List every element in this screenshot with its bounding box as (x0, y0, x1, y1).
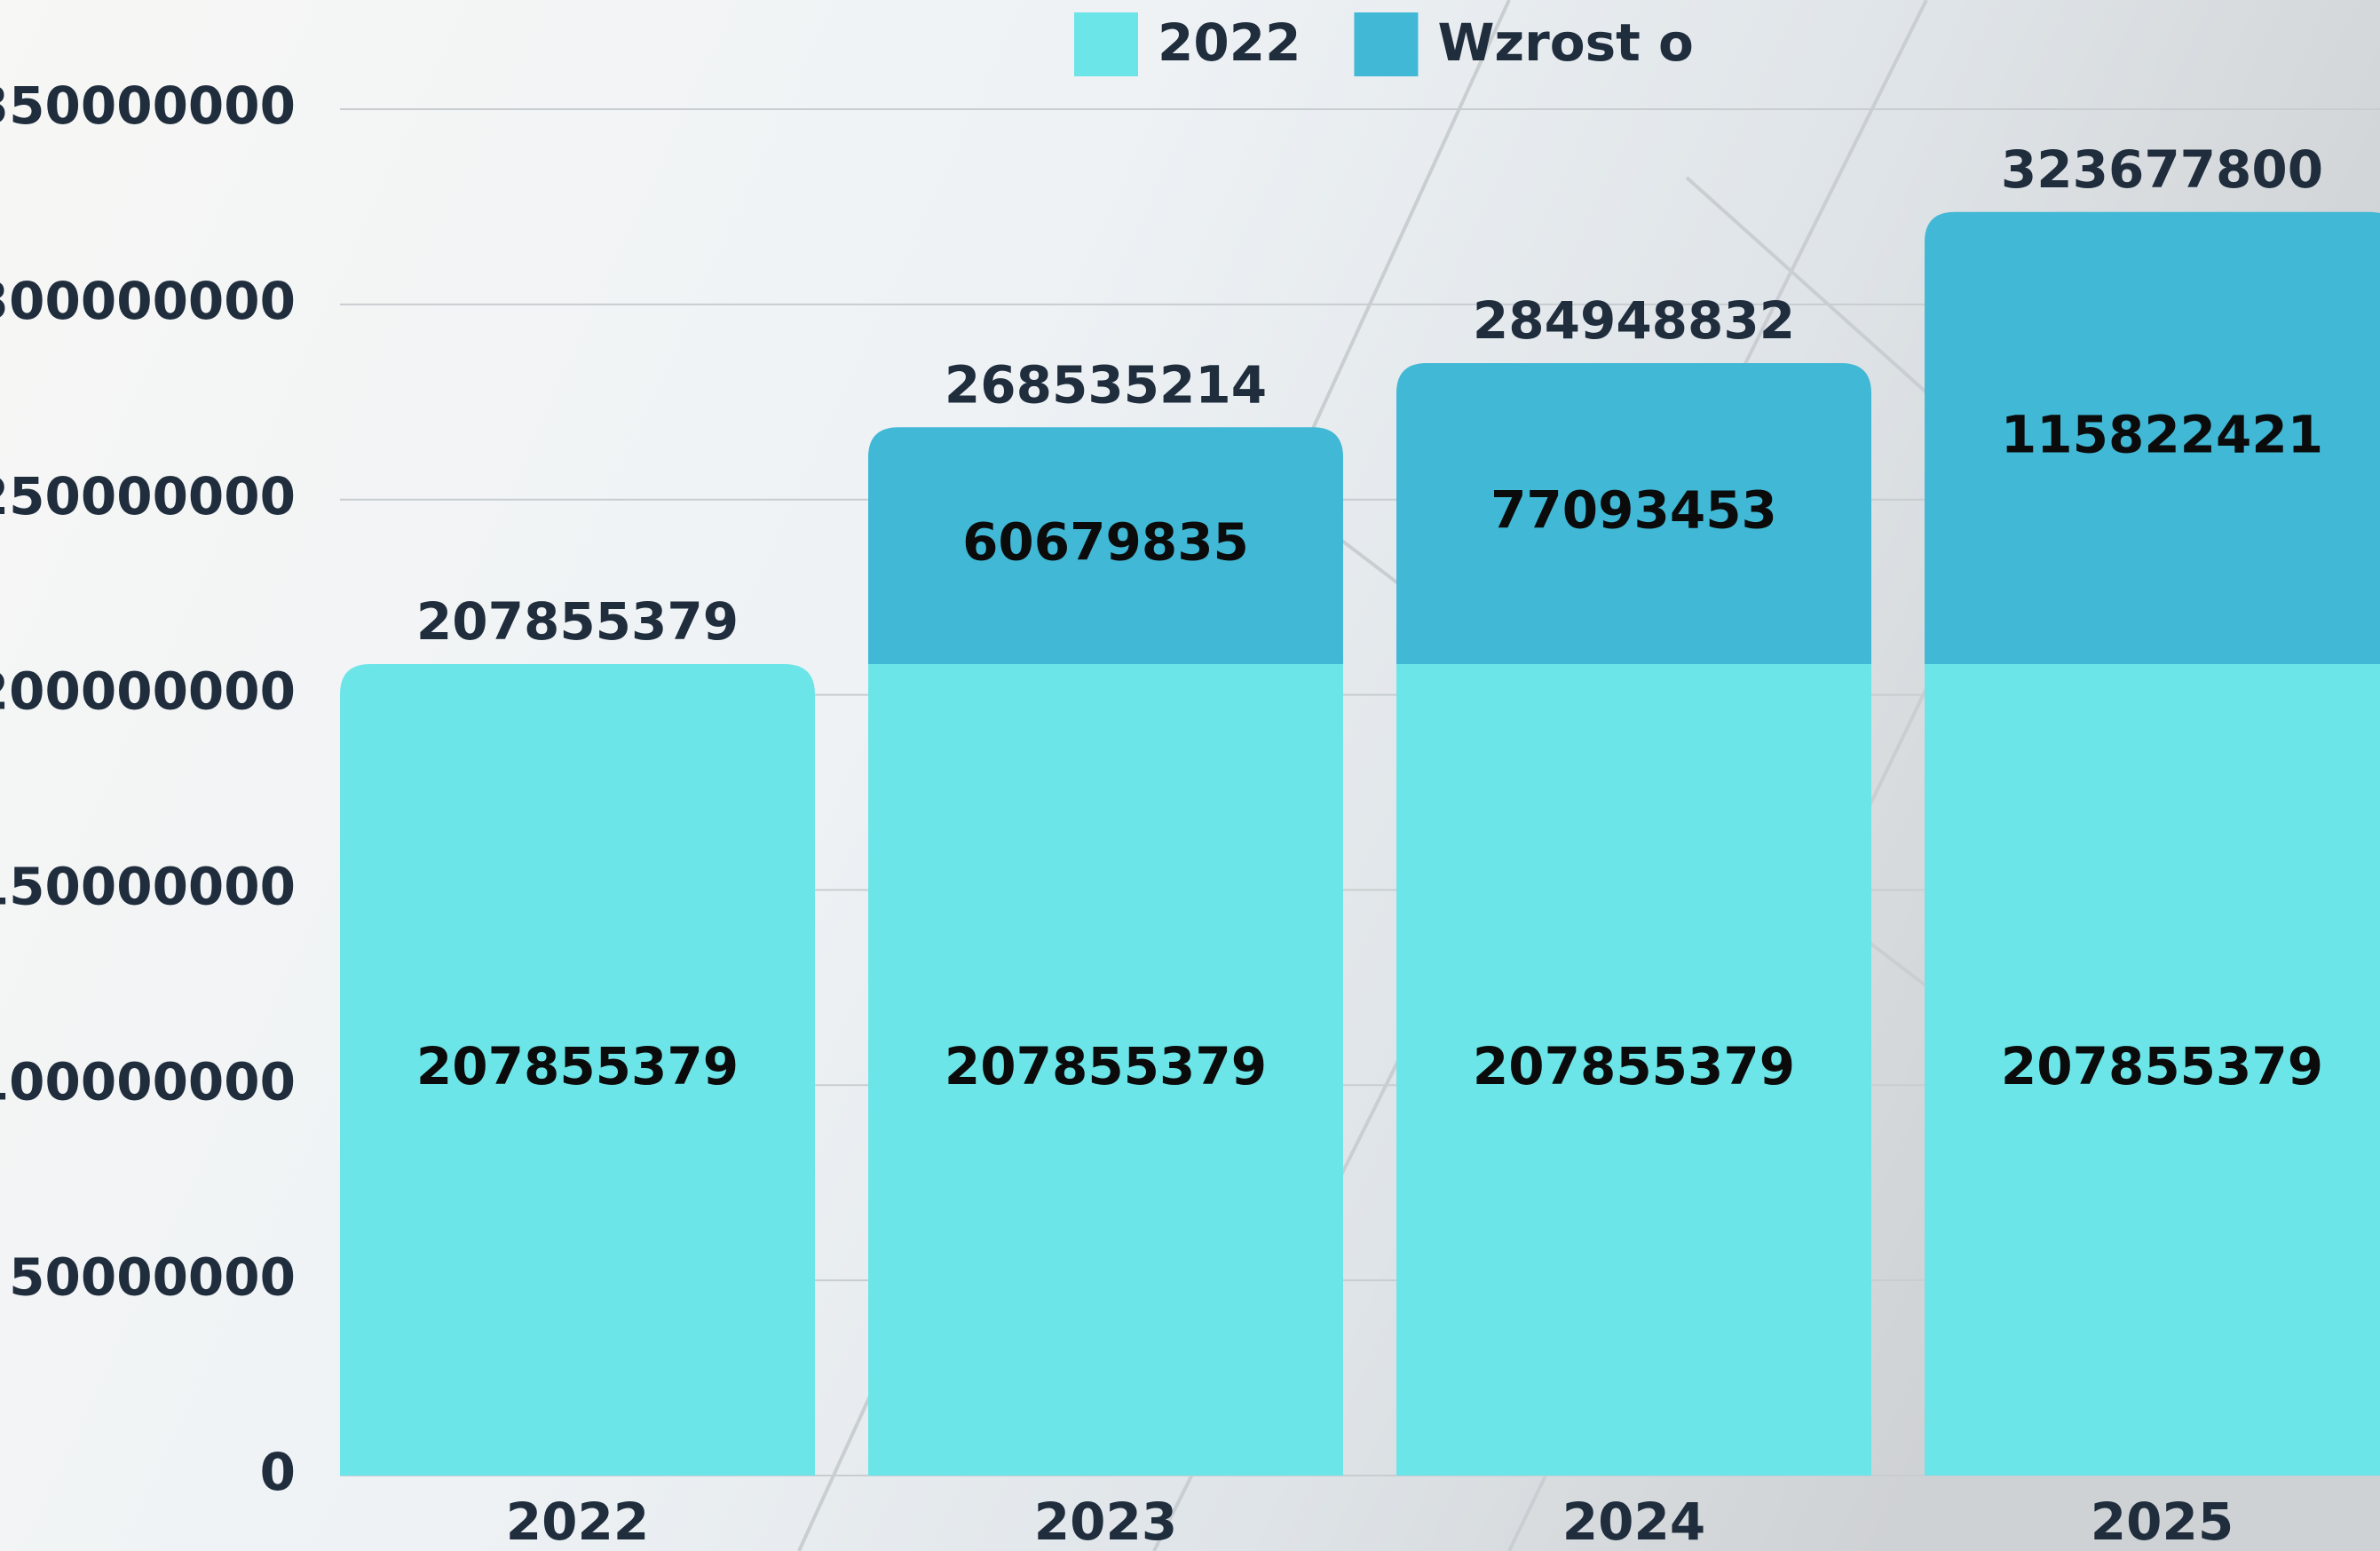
legend-label: 2022 (1158, 12, 1301, 73)
segment-label: 207855379 (945, 1036, 1267, 1096)
y-tick-label: 100000000 (0, 1051, 296, 1112)
total-label: 323677800 (2001, 139, 2323, 200)
y-tick-label: 350000000 (0, 75, 296, 136)
segment-label: 207855379 (416, 1036, 739, 1096)
segment-label: 207855379 (2001, 1036, 2323, 1096)
x-tick-label: 2024 (1562, 1492, 1705, 1551)
y-tick-label: 200000000 (0, 661, 296, 722)
segment-label: 60679835 (962, 512, 1249, 573)
y-tick-label: 250000000 (0, 466, 296, 526)
legend-label: Wzrost o (1437, 12, 1693, 73)
y-tick-label: 50000000 (9, 1246, 296, 1307)
total-label: 207855379 (416, 591, 739, 652)
segment-label: 115822421 (2001, 404, 2323, 464)
segment-label: 77093453 (1490, 480, 1777, 541)
total-label: 268535214 (945, 354, 1267, 415)
x-tick-label: 2022 (506, 1492, 649, 1551)
legend-swatch (1074, 12, 1138, 76)
y-tick-label: 150000000 (0, 857, 296, 917)
total-label: 284948832 (1473, 290, 1795, 351)
y-tick-label: 300000000 (0, 271, 296, 331)
segment-label: 207855379 (1473, 1036, 1795, 1096)
chart: 0 50000000 100000000 150000000 200000000 2500… (0, 0, 2380, 1551)
x-tick-label: 2025 (2091, 1492, 2234, 1551)
legend-swatch (1354, 12, 1418, 76)
y-tick-label: 0 (260, 1442, 296, 1502)
x-tick-label: 2023 (1034, 1492, 1177, 1551)
